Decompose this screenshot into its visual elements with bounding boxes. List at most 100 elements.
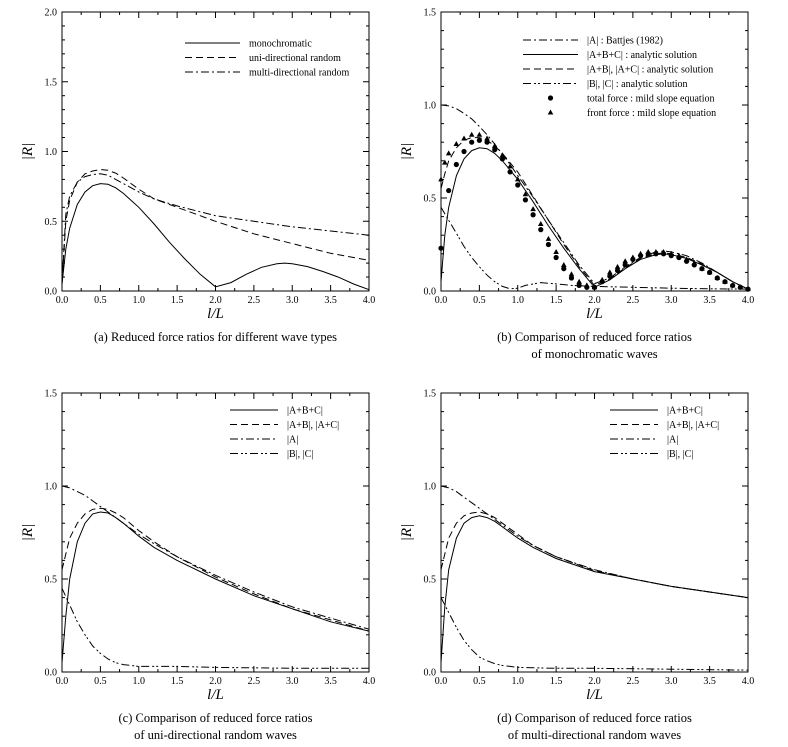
y-axis-label: |R| [20,524,36,541]
series-line-solid [62,511,369,663]
x-tick-label: 4.0 [363,295,376,306]
data-point-triangle [599,276,605,282]
data-point-triangle [561,261,567,267]
data-point-triangle [491,142,498,148]
data-point-circle [453,161,459,168]
data-point-circle [614,267,621,274]
data-point-triangle [745,286,751,292]
series-line-solid [62,183,369,291]
data-point-triangle [653,248,659,254]
data-point-triangle [714,274,721,280]
y-tick-label: 0.0 [45,668,58,679]
legend-label: total force : mild slope equation [587,94,714,105]
x-tick-label: 2.0 [588,676,601,687]
x-tick-label: 0.5 [473,295,486,306]
x-tick-label: 0.0 [435,295,448,306]
data-point-triangle [514,176,521,182]
data-point-triangle [645,248,652,254]
legend: |A+B+C| |A+B|, |A+C| |A| |B|, |C| [610,406,719,460]
data-point-circle [446,187,452,194]
data-point-circle [492,147,498,153]
figure-caption: of uni-directional random waves [134,728,297,742]
y-tick-label: 0.5 [424,575,437,586]
chart-panel-d: 0.0 0.5 1.0 1.5 2.0 2.5 3.0 3.5 4.0 0.0 0.5 1.0 1.5 l… [399,389,754,743]
legend-label: uni-directional random [249,53,341,64]
data-point-triangle [576,278,582,284]
series-line-dashdot [62,173,369,285]
data-point-circle [538,227,544,233]
data-point-circle [607,273,613,279]
y-tick-label: 1.0 [45,482,58,493]
x-tick-label: 3.5 [703,676,716,687]
y-tick-label: 1.5 [424,389,437,400]
figure-caption: (a) Reduced force ratios for different w… [94,330,337,344]
series-line-solid [441,515,748,663]
data-point-triangle [438,176,444,182]
data-point-triangle [683,256,690,262]
series-line-dash [62,169,369,285]
legend-label: |A| : Battjes (1982) [587,36,663,47]
data-point-triangle [553,248,559,254]
y-tick-label: 0.5 [45,575,58,586]
data-point-triangle [691,260,698,266]
y-tick-label: 1.0 [424,101,437,112]
data-point-triangle [461,135,467,141]
x-tick-label: 1.0 [512,295,525,306]
series-line-dash [441,137,748,290]
data-point-triangle [630,254,636,260]
x-tick-label: 1.5 [550,295,563,306]
data-point-triangle [522,191,529,197]
x-tick-label: 3.0 [665,295,678,306]
x-tick-label: 2.5 [627,295,640,306]
data-point-triangle [530,206,536,212]
data-point-circle [561,266,567,272]
data-point-circle [499,156,505,162]
data-point-circle [576,282,582,289]
x-tick-label: 2.5 [248,676,261,687]
series-line-dashdotdot [441,207,748,290]
data-point-triangle [637,250,644,256]
legend: monochromatic uni-directional random multi… [185,39,349,79]
x-tick-label: 1.5 [171,295,184,306]
data-point-circle [469,139,475,145]
legend-label: |A+B|, |A+C| : analytic solution [587,65,713,76]
legend-label: |A+B|, |A+C| [287,420,339,431]
x-tick-label: 0.5 [94,295,107,306]
x-tick-label: 0.5 [473,676,486,687]
data-point-triangle [699,265,705,271]
legend-label: monochromatic [249,39,312,50]
y-axis-label: |R| [399,143,415,160]
x-axis-label: l/L [586,306,603,322]
data-point-triangle [568,271,575,277]
legend-label: |A+B+C| [667,406,703,417]
data-point-triangle [468,131,475,137]
plot-frame [440,392,749,673]
y-tick-label: 1.0 [45,147,58,158]
chart-panel-c: 0.0 0.5 1.0 1.5 2.0 2.5 3.0 3.5 4.0 0.0 0.5 1.0 1.5 l… [20,389,375,743]
data-point-circle [515,182,521,188]
figure-caption: of multi-directional random waves [508,728,681,742]
data-point-triangle [729,282,736,288]
data-point-triangle [442,159,448,165]
data-point-triangle [660,248,667,254]
legend-swatch-triangle [547,109,554,115]
x-tick-label: 4.0 [363,676,376,687]
legend: |A+B+C| |A+B|, |A+C| |A| |B|, |C| [230,406,339,460]
legend-label: |A+B|, |A+C| [667,420,719,431]
y-tick-label: 0.5 [424,194,437,205]
series-line-dashdotdot [441,597,748,671]
data-point-triangle [607,269,613,275]
data-point-circle [622,262,628,268]
x-tick-label: 0.0 [435,676,448,687]
y-tick-label: 0.0 [45,287,58,298]
data-point-circle [507,169,513,175]
legend-label: |A| [667,435,678,446]
legend-label: |B|, |C| [667,449,693,460]
legend-label: |B|, |C| [287,449,313,460]
x-tick-label: 3.0 [286,295,299,306]
legend-label: |A| [287,435,298,446]
x-tick-label: 0.5 [94,676,107,687]
x-tick-label: 3.5 [324,676,337,687]
x-tick-label: 2.0 [588,295,601,306]
